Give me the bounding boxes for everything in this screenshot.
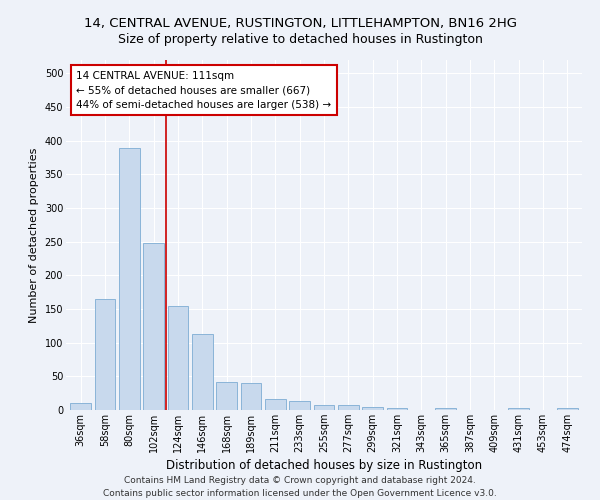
Text: 14 CENTRAL AVENUE: 111sqm
← 55% of detached houses are smaller (667)
44% of semi: 14 CENTRAL AVENUE: 111sqm ← 55% of detac… bbox=[76, 70, 331, 110]
Bar bbox=[338, 406, 359, 410]
Bar bbox=[167, 306, 188, 410]
Text: 14, CENTRAL AVENUE, RUSTINGTON, LITTLEHAMPTON, BN16 2HG: 14, CENTRAL AVENUE, RUSTINGTON, LITTLEHA… bbox=[83, 18, 517, 30]
Bar bbox=[192, 334, 212, 410]
Bar bbox=[216, 382, 237, 410]
Bar bbox=[119, 148, 140, 410]
Bar bbox=[95, 299, 115, 410]
Bar bbox=[314, 404, 334, 410]
Bar bbox=[70, 404, 91, 410]
Bar bbox=[386, 408, 407, 410]
Text: Contains HM Land Registry data © Crown copyright and database right 2024.
Contai: Contains HM Land Registry data © Crown c… bbox=[103, 476, 497, 498]
Bar bbox=[289, 400, 310, 410]
Bar bbox=[143, 243, 164, 410]
Bar bbox=[265, 398, 286, 410]
X-axis label: Distribution of detached houses by size in Rustington: Distribution of detached houses by size … bbox=[166, 459, 482, 472]
Bar bbox=[508, 408, 529, 410]
Bar bbox=[557, 408, 578, 410]
Text: Size of property relative to detached houses in Rustington: Size of property relative to detached ho… bbox=[118, 32, 482, 46]
Bar bbox=[362, 406, 383, 410]
Bar bbox=[436, 408, 456, 410]
Bar bbox=[241, 383, 262, 410]
Y-axis label: Number of detached properties: Number of detached properties bbox=[29, 148, 39, 322]
